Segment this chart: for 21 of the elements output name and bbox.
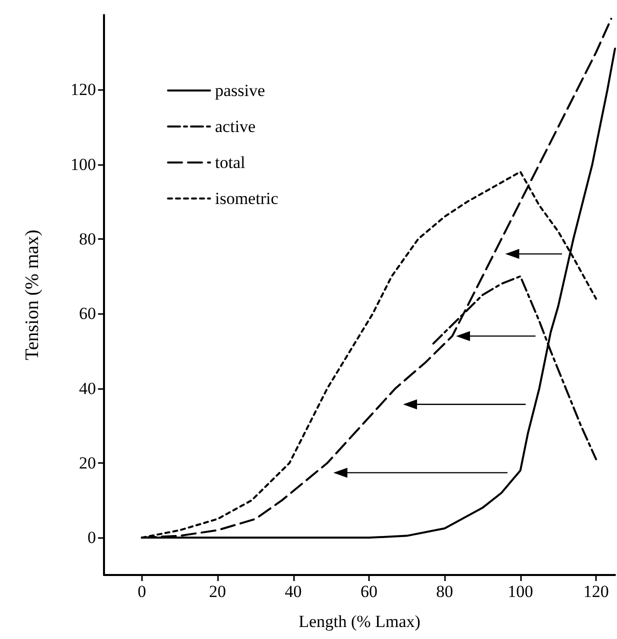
x-tick-label: 40 — [284, 582, 302, 601]
x-tick-label: 120 — [583, 582, 609, 601]
legend-label: isometric — [215, 189, 279, 208]
y-tick-label: 120 — [70, 80, 96, 100]
legend-label: total — [215, 153, 246, 172]
y-tick-label: 100 — [70, 154, 96, 174]
legend-label: active — [215, 117, 256, 136]
x-axis-title: Length (% Lmax) — [298, 612, 420, 631]
y-axis-title: Tension (% max) — [22, 230, 43, 360]
x-tick-label: 0 — [138, 582, 146, 601]
x-tick-label: 20 — [209, 582, 226, 601]
x-tick-label: 80 — [436, 582, 454, 601]
x-tick-label: 60 — [360, 582, 378, 601]
y-tick-label: 40 — [79, 378, 96, 398]
line-series — [432, 275, 598, 460]
legend-label: passive — [215, 81, 266, 100]
y-tick-label: 0 — [88, 528, 96, 548]
x-tick-label: 100 — [508, 582, 534, 601]
y-tick-label: 80 — [79, 230, 96, 248]
y-tick-label: 60 — [79, 304, 96, 324]
y-tick-label: 20 — [79, 454, 96, 472]
